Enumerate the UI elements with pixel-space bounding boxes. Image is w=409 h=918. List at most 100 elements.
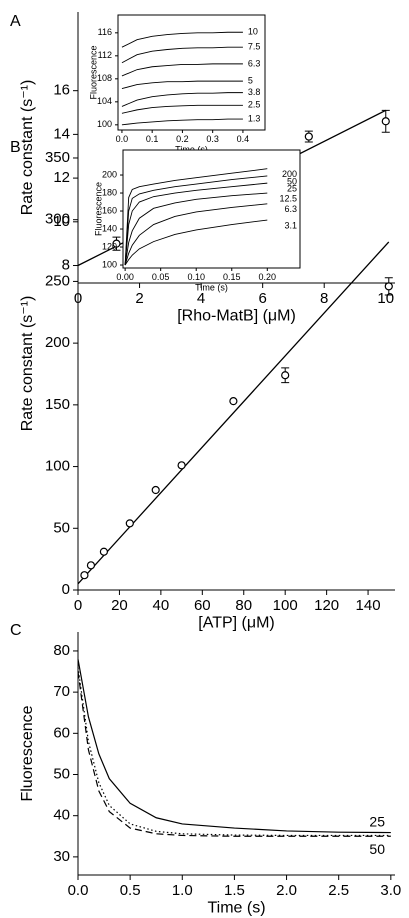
trace: [124, 192, 268, 266]
data-point: [80, 571, 89, 580]
panel-label: C: [10, 622, 22, 639]
trace-label: 200: [282, 169, 297, 179]
y-tick-label: 14: [53, 125, 70, 142]
trace: [124, 182, 268, 266]
y-tick-label: 180: [102, 187, 117, 197]
x-tick-label: 0.0: [116, 134, 129, 144]
panel-label: B: [10, 139, 21, 156]
trace-label: 50: [369, 841, 385, 857]
y-tick-label: 100: [102, 259, 117, 269]
y-tick-label: 140: [102, 223, 117, 233]
trace: [121, 80, 243, 90]
x-tick-label: 0.05: [152, 272, 170, 282]
trace-label: 2.5: [248, 100, 261, 110]
panel-label: A: [10, 13, 21, 30]
x-tick-label: 10: [377, 290, 394, 307]
y-axis-label: Fluorescence: [88, 45, 98, 99]
x-tick-label: 0: [74, 597, 82, 614]
y-tick-label: 100: [45, 458, 70, 475]
y-tick-label: 200: [45, 334, 70, 351]
x-axis-label: [ATP] (μM): [198, 615, 274, 632]
y-tick-label: 150: [45, 396, 70, 413]
y-tick-label: 120: [102, 241, 117, 251]
x-tick-label: 0.2: [176, 134, 189, 144]
y-tick-label: 112: [98, 50, 112, 60]
y-tick-label: 16: [53, 82, 70, 99]
x-axis-label: Time (s): [195, 282, 228, 292]
y-tick-label: 10: [53, 213, 70, 230]
y-tick-label: 30: [53, 848, 70, 865]
trace: [121, 31, 243, 48]
x-tick-label: 2: [135, 290, 143, 307]
y-tick-label: 80: [53, 642, 70, 659]
trace: [121, 46, 243, 64]
data-point: [281, 371, 290, 380]
trace-label: 5: [248, 76, 253, 86]
y-axis-label: Rate constant (s⁻¹): [19, 296, 36, 432]
trace-label: 6.3: [248, 58, 261, 68]
y-tick-label: 0: [62, 581, 70, 598]
data-point: [99, 547, 108, 556]
x-tick-label: 0.1: [146, 134, 159, 144]
trace: [121, 104, 243, 114]
inset-frame: [122, 149, 301, 269]
y-axis-label: Fluorescence: [19, 705, 36, 801]
trace-label: 12.5: [279, 193, 297, 203]
trace: [121, 118, 243, 126]
trace-label: 10: [248, 27, 258, 37]
x-tick-label: 4: [197, 290, 205, 307]
x-tick-label: 6: [258, 290, 266, 307]
x-tick-label: 80: [235, 597, 252, 614]
x-tick-label: 20: [111, 597, 128, 614]
data-point: [304, 132, 313, 141]
data-point: [151, 485, 160, 495]
x-axis-label: Time (s): [207, 900, 265, 917]
trace-label: 25: [287, 183, 297, 193]
y-tick-label: 60: [53, 724, 70, 741]
inset-frame: [117, 14, 266, 131]
y-tick-label: 12: [53, 169, 70, 186]
x-tick-label: 2.5: [328, 882, 349, 899]
y-tick-label: 200: [102, 169, 117, 179]
y-tick-label: 100: [97, 119, 112, 129]
y-tick-label: 50: [53, 519, 70, 536]
trace-label: 1.3: [248, 113, 261, 123]
y-tick-label: 250: [45, 272, 70, 289]
y-tick-label: 104: [97, 96, 112, 106]
trace: [77, 659, 391, 834]
trace: [124, 219, 268, 266]
data-point: [381, 117, 390, 126]
x-tick-label: 3.0: [380, 882, 401, 899]
y-tick-label: 8: [62, 256, 70, 273]
trace-label: 6.3: [284, 204, 297, 214]
data-point: [112, 239, 121, 248]
y-tick-label: 116: [98, 27, 112, 37]
y-axis-label: Fluorescence: [93, 182, 103, 236]
trace-label: 3.8: [248, 87, 261, 97]
y-tick-label: 300: [45, 211, 70, 228]
x-tick-label: 0.10: [187, 272, 205, 282]
x-tick-label: 0.5: [120, 882, 141, 899]
trace: [121, 63, 243, 77]
x-tick-label: 0.0: [68, 882, 89, 899]
y-tick-label: 108: [97, 73, 112, 83]
trace-label: 3.1: [284, 220, 297, 230]
trace-label: 50: [287, 176, 297, 186]
data-point: [229, 397, 238, 406]
trace: [124, 203, 268, 266]
trace: [77, 667, 391, 837]
trace: [77, 671, 391, 837]
y-tick-label: 40: [53, 807, 70, 824]
trace-label: 7.5: [248, 42, 261, 52]
y-tick-label: 160: [102, 205, 117, 215]
y-axis-label: Rate constant (s⁻¹): [19, 80, 36, 216]
data-point: [86, 561, 96, 570]
x-tick-label: 0.00: [116, 272, 134, 282]
x-axis-label: [Rho-MatB] (μM): [177, 308, 296, 325]
x-tick-label: 0.20: [259, 272, 277, 282]
x-tick-label: 120: [314, 597, 339, 614]
x-tick-label: 0.4: [237, 134, 250, 144]
x-tick-label: 40: [153, 597, 170, 614]
y-tick-label: 350: [45, 149, 70, 166]
